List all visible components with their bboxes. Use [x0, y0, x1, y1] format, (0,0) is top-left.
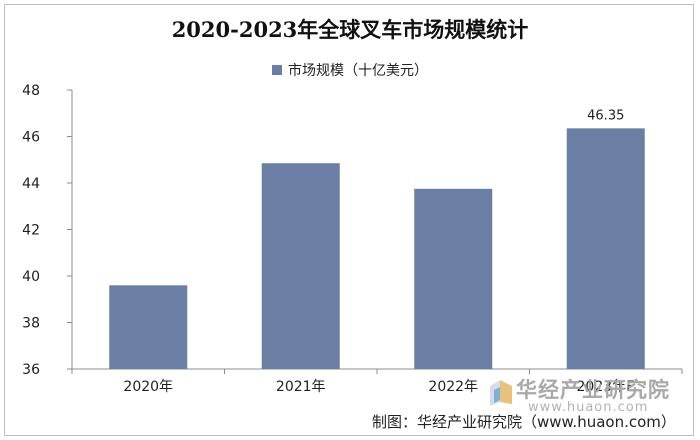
y-tick-label: 48: [22, 83, 40, 99]
y-tick-label: 46: [22, 130, 40, 146]
legend-label: 市场规模（十亿美元）: [288, 63, 428, 79]
bar: [414, 188, 493, 369]
data-label: 46.35: [587, 108, 624, 123]
bar: [261, 163, 340, 369]
x-tick-label: 2022年: [428, 379, 478, 395]
y-tick-label: 38: [22, 316, 40, 332]
source-note: 制图：华经产业研究院（www.huaon.com）: [372, 413, 676, 431]
x-tick-label: 2023年E: [577, 379, 635, 395]
y-tick-label: 36: [22, 362, 40, 378]
legend-swatch: [272, 65, 282, 75]
huaon-logo-icon: [490, 380, 512, 406]
bar: [109, 285, 188, 369]
y-tick-label: 42: [22, 223, 40, 239]
y-tick-label: 44: [22, 176, 40, 192]
y-tick-label: 40: [22, 269, 40, 285]
watermark: 华经产业研究院 www.huaon.com: [488, 374, 688, 415]
watermark-url: www.huaon.com: [528, 400, 649, 415]
watermark-brand: 华经产业研究院: [516, 378, 670, 402]
chart-title: 2020-2023年全球叉车市场规模统计: [171, 17, 529, 42]
x-tick-label: 2020年: [123, 379, 173, 395]
bar: [566, 128, 645, 369]
chart-frame: [4, 4, 694, 436]
chart-legend: 市场规模（十亿美元）: [0, 60, 700, 80]
x-tick-label: 2021年: [276, 379, 326, 395]
